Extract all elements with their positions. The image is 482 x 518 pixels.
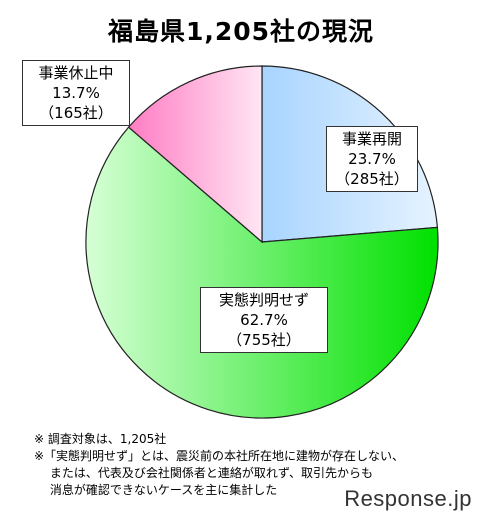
footnote: ※「実態判明せず」とは、震災前の本社所在地に建物が存在しない、 [34, 449, 405, 463]
slice-label-count: （285社） [335, 170, 409, 188]
pie-slice-2 [127, 65, 263, 244]
slice-label-percent: 62.7% [240, 311, 288, 329]
footnote: または、代表及び会社関係者と連絡が取れず、取引先からも [34, 466, 373, 480]
slice-label-percent: 13.7% [52, 84, 100, 102]
slice-label-name: 実態判明せず [218, 291, 309, 309]
chart-title: 福島県1,205社の現況 [107, 17, 375, 46]
slice-label-percent: 23.7% [348, 150, 396, 168]
slice-label-count: （755社） [227, 331, 301, 349]
slice-label-count: （165社） [39, 104, 113, 122]
footnotes: ※ 調査対象は、1,205社 ※「実態判明せず」とは、震災前の本社所在地に建物が… [34, 431, 404, 499]
slice-label-name: 事業休止中 [38, 64, 114, 82]
pie-slice-1 [85, 126, 439, 419]
slice-label-jigyo-kyushi: 事業休止中 13.7% （165社） [22, 60, 130, 126]
slice-label-name: 事業再開 [341, 130, 402, 148]
footnote: ※ 調査対象は、1,205社 [34, 432, 167, 446]
watermark: Response.jp [344, 486, 472, 511]
slice-label-jittai-fumei: 実態判明せず 62.7% （755社） [200, 287, 328, 353]
footnote: 消息が確認できないケースを主に集計した [34, 483, 278, 497]
slice-label-jigyo-saikai: 事業再開 23.7% （285社） [326, 126, 418, 192]
pie-slices [85, 65, 439, 419]
